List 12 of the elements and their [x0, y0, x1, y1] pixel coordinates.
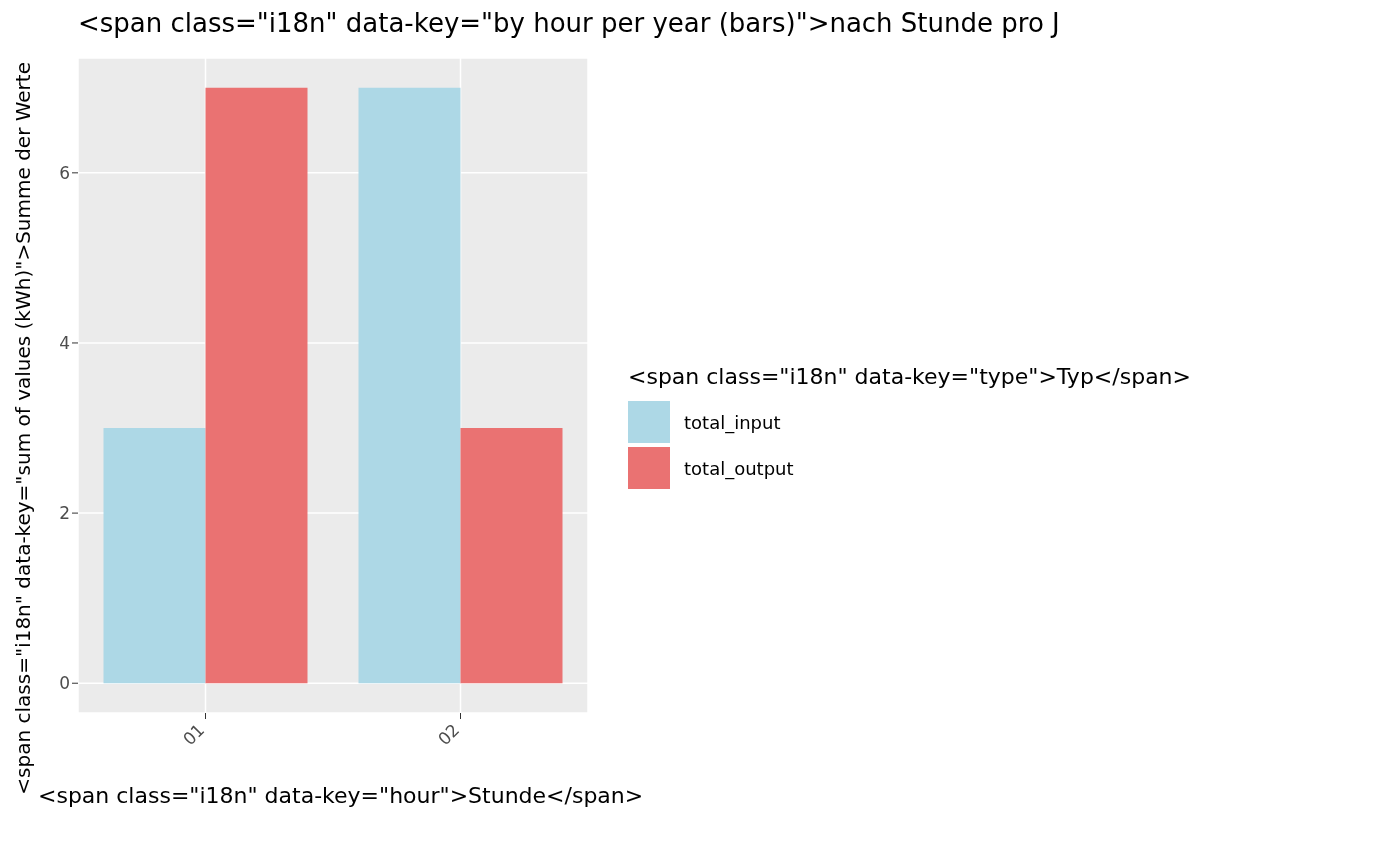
y-tick-label: 4: [59, 333, 70, 353]
y-tick-label: 0: [59, 673, 70, 694]
x-axis-title: <span class="i18n" data-key="hour">Stunde</span>: [38, 783, 644, 808]
x-tick-label: 01: [178, 719, 209, 750]
legend-label: total_output: [684, 458, 794, 479]
chart-title: <span class="i18n" data-key="by hour per year (bars)">nach Stunde pro J: [78, 8, 1061, 40]
y-axis-title: <span class="i18n" data-key="sum of values (kWh)">Summe der Werte: [11, 61, 35, 795]
x-tick-label: 02: [433, 719, 464, 750]
legend-title: <span class="i18n" data-key="type">Typ</span>: [628, 363, 1191, 389]
legend-label: total_input: [684, 412, 781, 433]
y-tick-label: 6: [59, 162, 70, 183]
y-tick-label: 2: [59, 503, 70, 524]
